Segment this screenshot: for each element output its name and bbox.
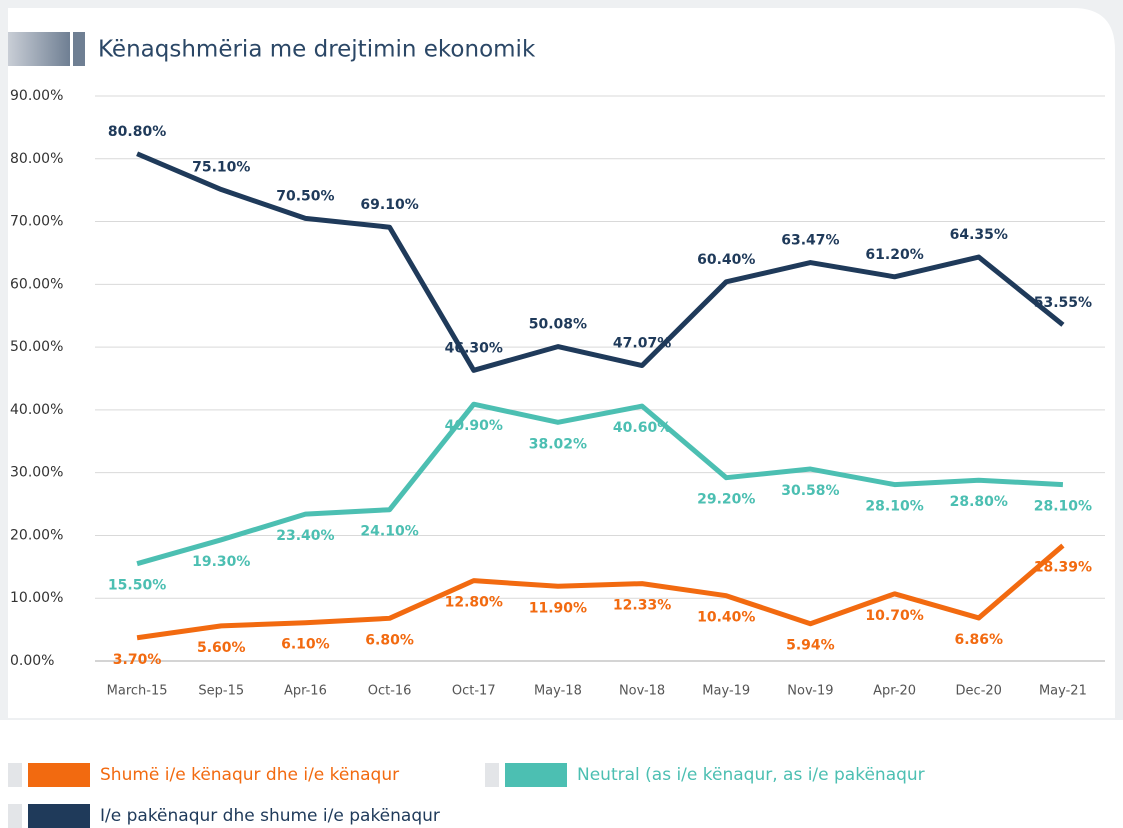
x-tick-label: Dec-20 [956,684,1002,699]
legend-chip [8,804,22,828]
title-icon [73,32,85,66]
data-label: 6.86% [954,632,1003,648]
data-label: 46.30% [445,340,503,356]
data-label: 64.35% [950,227,1008,243]
data-label: 15.50% [108,578,166,594]
legend-swatch [28,763,90,787]
legend-chip [485,763,499,787]
data-label: 61.20% [865,247,923,263]
y-tick-label: 50.00% [10,339,63,355]
chart-title: Kënaqshmëria me drejtimin ekonomik [98,37,536,63]
data-label: 75.10% [192,160,250,176]
data-label: 24.10% [360,524,418,540]
y-tick-label: 80.00% [10,151,63,167]
x-tick-label: May-18 [534,684,582,699]
data-label: 30.58% [781,483,839,499]
y-tick-label: 70.00% [10,214,63,230]
data-label: 70.50% [276,188,334,204]
y-tick-label: 0.00% [10,653,54,669]
legend-swatch [28,804,90,828]
series-line [136,401,1064,567]
data-label: 5.60% [197,640,246,656]
y-tick-label: 60.00% [10,276,63,292]
x-tick-label: May-19 [702,684,750,699]
x-tick-label: Oct-17 [452,684,496,699]
data-label: 3.70% [113,652,162,668]
x-tick-label: March-15 [107,684,168,699]
series-line [136,543,1065,641]
title-icon [8,32,70,66]
x-tick-label: Nov-19 [787,684,833,699]
y-tick-label: 40.00% [10,402,63,418]
data-label: 69.10% [360,197,418,213]
data-label: 11.90% [529,600,587,616]
data-label: 40.60% [613,420,671,436]
data-label: 12.80% [445,595,503,611]
y-tick-label: 20.00% [10,527,63,543]
data-label: 10.40% [697,610,755,626]
x-tick-label: Apr-16 [284,684,327,699]
data-label: 50.08% [529,317,587,333]
y-tick-label: 10.00% [10,590,63,606]
data-label: 47.07% [613,336,671,352]
x-tick-label: Sep-15 [198,684,244,699]
data-label: 23.40% [276,528,334,544]
legend-chip [8,763,22,787]
data-label: 53.55% [1034,295,1092,311]
data-label: 38.02% [529,436,587,452]
data-label: 63.47% [781,233,839,249]
y-tick-label: 30.00% [10,465,63,481]
data-label: 12.33% [613,598,671,614]
data-label: 6.80% [365,632,414,648]
legend-label: Neutral (as i/e kënaqur, as i/e pakënaqu… [577,765,925,785]
series-line [136,151,1065,373]
legend-label: Shumë i/e kënaqur dhe i/e kënaqur [100,765,399,785]
data-label: 28.10% [1034,499,1092,515]
panel [8,8,1115,718]
data-label: 5.94% [786,638,835,654]
data-label: 28.80% [950,494,1008,510]
x-tick-label: May-21 [1039,684,1087,699]
legend-swatch [505,763,567,787]
data-label: 80.80% [108,124,166,140]
data-label: 6.10% [281,637,330,653]
data-label: 10.70% [865,608,923,624]
data-label: 28.10% [865,499,923,515]
legend-label: I/e pakënaqur dhe shume i/e pakënaqur [100,806,440,826]
y-tick-label: 90.00% [10,88,63,104]
x-tick-label: Oct-16 [368,684,412,699]
data-label: 18.39% [1034,560,1092,576]
data-label: 19.30% [192,554,250,570]
data-label: 40.90% [445,418,503,434]
data-label: 29.20% [697,492,755,508]
x-tick-label: Apr-20 [873,684,916,699]
x-tick-label: Nov-18 [619,684,665,699]
data-label: 60.40% [697,252,755,268]
